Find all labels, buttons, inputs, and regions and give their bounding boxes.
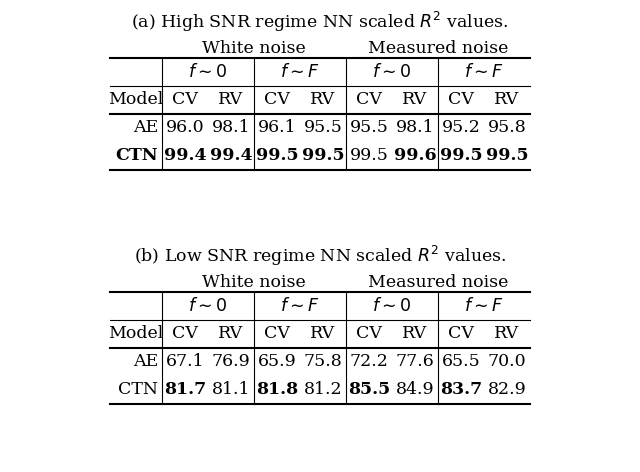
Text: $f \sim 0$: $f \sim 0$: [188, 63, 228, 81]
Text: RV: RV: [495, 92, 520, 109]
Text: CV: CV: [356, 326, 382, 343]
Text: 72.2: 72.2: [349, 354, 388, 371]
Text: $f \sim F$: $f \sim F$: [464, 63, 504, 81]
Text: 76.9: 76.9: [212, 354, 250, 371]
Text: Measured noise: Measured noise: [368, 40, 508, 57]
Text: 83.7: 83.7: [440, 381, 482, 398]
Text: AE: AE: [132, 354, 158, 371]
Text: 99.5: 99.5: [301, 147, 344, 165]
Text: 75.8: 75.8: [303, 354, 342, 371]
Text: CV: CV: [172, 326, 198, 343]
Text: RV: RV: [310, 326, 335, 343]
Text: 81.2: 81.2: [304, 381, 342, 398]
Text: 70.0: 70.0: [488, 354, 526, 371]
Text: CTN: CTN: [115, 147, 158, 165]
Text: 81.7: 81.7: [164, 381, 206, 398]
Text: 82.9: 82.9: [488, 381, 526, 398]
Text: 81.8: 81.8: [256, 381, 298, 398]
Text: CV: CV: [448, 92, 474, 109]
Text: $f \sim F$: $f \sim F$: [464, 297, 504, 315]
Text: 99.6: 99.6: [394, 147, 436, 165]
Text: AE: AE: [132, 119, 158, 136]
Text: 99.5: 99.5: [256, 147, 298, 165]
Text: CV: CV: [172, 92, 198, 109]
Text: 95.5: 95.5: [349, 119, 388, 136]
Text: Measured noise: Measured noise: [368, 274, 508, 291]
Text: CV: CV: [448, 326, 474, 343]
Text: CV: CV: [264, 92, 290, 109]
Text: RV: RV: [218, 92, 244, 109]
Text: 85.5: 85.5: [348, 381, 390, 398]
Text: 95.2: 95.2: [442, 119, 481, 136]
Text: 65.5: 65.5: [442, 354, 481, 371]
Text: CV: CV: [264, 326, 290, 343]
Text: 65.9: 65.9: [258, 354, 296, 371]
Text: RV: RV: [403, 326, 428, 343]
Text: 98.1: 98.1: [396, 119, 435, 136]
Text: CTN: CTN: [118, 381, 158, 398]
Text: 99.5: 99.5: [349, 147, 388, 165]
Text: 95.8: 95.8: [488, 119, 526, 136]
Text: $f \sim 0$: $f \sim 0$: [188, 297, 228, 315]
Text: 81.1: 81.1: [212, 381, 250, 398]
Text: 84.9: 84.9: [396, 381, 435, 398]
Text: RV: RV: [403, 92, 428, 109]
Text: Model: Model: [108, 326, 164, 343]
Text: 96.0: 96.0: [166, 119, 204, 136]
Text: White noise: White noise: [202, 40, 306, 57]
Text: (b) Low SNR regime NN scaled $R^2$ values.: (b) Low SNR regime NN scaled $R^2$ value…: [134, 244, 506, 268]
Text: Model: Model: [108, 92, 164, 109]
Text: White noise: White noise: [202, 274, 306, 291]
Text: 99.5: 99.5: [440, 147, 483, 165]
Text: RV: RV: [495, 326, 520, 343]
Text: 67.1: 67.1: [166, 354, 204, 371]
Text: 99.5: 99.5: [486, 147, 528, 165]
Text: $f \sim F$: $f \sim F$: [280, 63, 320, 81]
Text: $f \sim 0$: $f \sim 0$: [372, 297, 412, 315]
Text: 99.4: 99.4: [164, 147, 206, 165]
Text: 95.5: 95.5: [303, 119, 342, 136]
Text: 98.1: 98.1: [212, 119, 250, 136]
Text: 99.4: 99.4: [210, 147, 252, 165]
Text: $f \sim F$: $f \sim F$: [280, 297, 320, 315]
Text: RV: RV: [218, 326, 244, 343]
Text: RV: RV: [310, 92, 335, 109]
Text: CV: CV: [356, 92, 382, 109]
Text: 96.1: 96.1: [258, 119, 296, 136]
Text: (a) High SNR regime NN scaled $R^2$ values.: (a) High SNR regime NN scaled $R^2$ valu…: [131, 10, 509, 34]
Text: 77.6: 77.6: [396, 354, 435, 371]
Text: $f \sim 0$: $f \sim 0$: [372, 63, 412, 81]
